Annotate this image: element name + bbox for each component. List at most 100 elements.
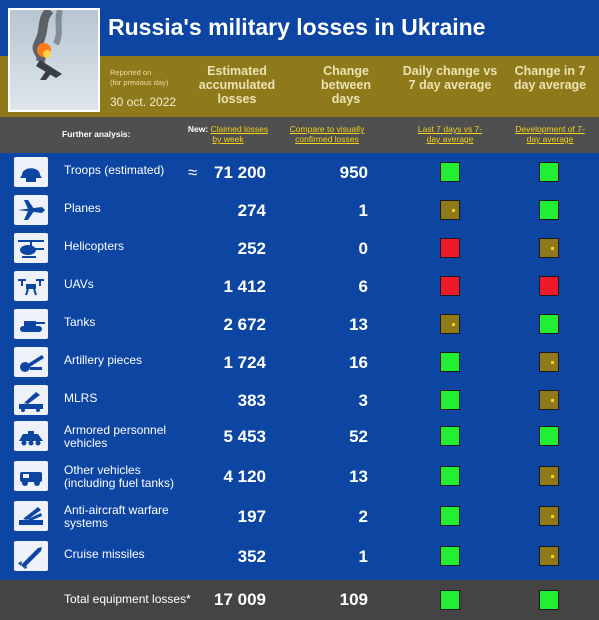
daily-vs-average-indicator bbox=[440, 466, 460, 486]
daily-vs-average-indicator bbox=[440, 162, 460, 182]
claimed-losses-text: Claimed losses by week bbox=[210, 124, 269, 144]
header-estimated: Estimated accumulated losses bbox=[198, 64, 276, 106]
daily-change-value: 950 bbox=[339, 163, 368, 182]
loss-row: Planes 274 1 bbox=[0, 191, 599, 229]
total-change: 109 bbox=[339, 590, 368, 609]
loss-row: MLRS 383 3 bbox=[0, 381, 599, 419]
accumulated-value: 4 120 bbox=[223, 467, 266, 486]
accumulated-value: 252 bbox=[237, 239, 266, 258]
accumulated-value: 5 453 bbox=[223, 427, 266, 446]
accumulated-value: 71 200 bbox=[214, 163, 266, 182]
loss-row: Artillery pieces 1 724 16 bbox=[0, 343, 599, 381]
loss-row: Troops (estimated) ≈71 200 950 bbox=[0, 153, 599, 191]
row-label: Other vehicles (including fuel tanks) bbox=[64, 463, 175, 490]
daily-vs-average-indicator bbox=[440, 352, 460, 372]
claimed-losses-link[interactable]: New: Claimed losses by week bbox=[186, 124, 270, 144]
average-trend-indicator bbox=[539, 238, 559, 258]
loss-row: Tanks 2 672 13 bbox=[0, 305, 599, 343]
total-daily-indicator bbox=[440, 590, 460, 610]
development-7day-link[interactable]: Development of 7-day average bbox=[515, 124, 585, 144]
daily-change-value: 1 bbox=[358, 201, 368, 220]
daily-vs-average-indicator bbox=[440, 276, 460, 296]
anti-aircraft-icon bbox=[14, 501, 48, 531]
daily-vs-average-indicator bbox=[440, 506, 460, 526]
loss-row: Armored personnel vehicles 5 453 52 bbox=[0, 417, 599, 455]
row-label: Artillery pieces bbox=[64, 353, 143, 367]
row-label: Planes bbox=[64, 201, 101, 215]
new-prefix: New: bbox=[187, 124, 209, 134]
average-trend-indicator bbox=[539, 506, 559, 526]
loss-row: Cruise missiles 352 1 bbox=[0, 537, 599, 575]
daily-vs-average-indicator bbox=[440, 314, 460, 334]
daily-change-value: 2 bbox=[358, 507, 368, 526]
tank-icon bbox=[14, 309, 48, 339]
average-trend-indicator bbox=[539, 466, 559, 486]
total-avg-indicator bbox=[539, 590, 559, 610]
mlrs-icon bbox=[14, 385, 48, 415]
average-trend-indicator bbox=[539, 276, 559, 296]
daily-change-value: 0 bbox=[358, 239, 368, 258]
row-label: Cruise missiles bbox=[64, 547, 145, 561]
daily-change-value: 52 bbox=[349, 427, 368, 446]
accumulated-value: 352 bbox=[237, 547, 266, 566]
header-change: Change between days bbox=[320, 64, 371, 106]
daily-change-value: 13 bbox=[349, 315, 368, 334]
average-trend-indicator bbox=[539, 546, 559, 566]
accumulated-value: 1 412 bbox=[223, 277, 266, 296]
total-value: 17 009 bbox=[214, 590, 266, 609]
report-date: 30 oct. 2022 bbox=[110, 95, 177, 109]
drone-icon bbox=[14, 271, 48, 301]
missile-icon bbox=[14, 541, 48, 571]
row-label: UAVs bbox=[64, 277, 94, 291]
compare-confirmed-link[interactable]: Compare to visually confirmed losses bbox=[289, 124, 365, 144]
average-trend-indicator bbox=[539, 426, 559, 446]
average-trend-indicator bbox=[539, 162, 559, 182]
accumulated-value: 197 bbox=[237, 507, 266, 526]
header-daily-change: Daily change vs 7 day average bbox=[402, 64, 498, 92]
daily-change-value: 6 bbox=[358, 277, 368, 296]
header-photo bbox=[8, 8, 100, 112]
row-label: Anti-aircraft warfare systems bbox=[64, 503, 169, 530]
row-label: Armored personnel vehicles bbox=[64, 423, 167, 450]
vehicle-icon bbox=[14, 461, 48, 491]
daily-change-value: 16 bbox=[349, 353, 368, 372]
daily-vs-average-indicator bbox=[440, 200, 460, 220]
artillery-icon bbox=[14, 347, 48, 377]
accumulated-value: 2 672 bbox=[223, 315, 266, 334]
loss-row: Other vehicles (including fuel tanks) 4 1… bbox=[0, 457, 599, 495]
reported-for-note: (for previous day) bbox=[110, 78, 169, 87]
daily-change-value: 3 bbox=[358, 391, 368, 410]
further-analysis-label: Further analysis: bbox=[62, 129, 131, 139]
daily-vs-average-indicator bbox=[440, 238, 460, 258]
apc-icon bbox=[14, 421, 48, 451]
approx-symbol: ≈ bbox=[188, 163, 198, 182]
header-7day-change: Change in 7 day average bbox=[513, 64, 587, 92]
daily-vs-average-indicator bbox=[440, 546, 460, 566]
row-label: Tanks bbox=[64, 315, 96, 329]
loss-row: Helicopters 252 0 bbox=[0, 229, 599, 267]
accumulated-value: 1 724 bbox=[223, 353, 266, 372]
average-trend-indicator bbox=[539, 200, 559, 220]
total-row bbox=[0, 580, 599, 620]
page-title: Russia's military losses in Ukraine bbox=[108, 14, 486, 40]
last-7-days-link[interactable]: Last 7 days vs 7-day average bbox=[417, 124, 483, 144]
average-trend-indicator bbox=[539, 314, 559, 334]
plane-icon bbox=[14, 195, 48, 225]
average-trend-indicator bbox=[539, 390, 559, 410]
row-label: MLRS bbox=[64, 391, 98, 405]
accumulated-value: 383 bbox=[237, 391, 266, 410]
row-label: Helicopters bbox=[64, 239, 125, 253]
daily-vs-average-indicator bbox=[440, 426, 460, 446]
daily-change-value: 1 bbox=[358, 547, 368, 566]
accumulated-value: 274 bbox=[237, 201, 266, 220]
loss-row: Anti-aircraft warfare systems 197 2 bbox=[0, 497, 599, 535]
average-trend-indicator bbox=[539, 352, 559, 372]
helmet-icon bbox=[14, 157, 48, 187]
daily-vs-average-indicator bbox=[440, 390, 460, 410]
loss-row: UAVs 1 412 6 bbox=[0, 267, 599, 305]
total-label: Total equipment losses* bbox=[64, 592, 191, 606]
row-label: Troops (estimated) bbox=[64, 163, 165, 177]
reported-on-label: Reported on bbox=[110, 68, 152, 77]
analysis-bar bbox=[0, 117, 599, 153]
